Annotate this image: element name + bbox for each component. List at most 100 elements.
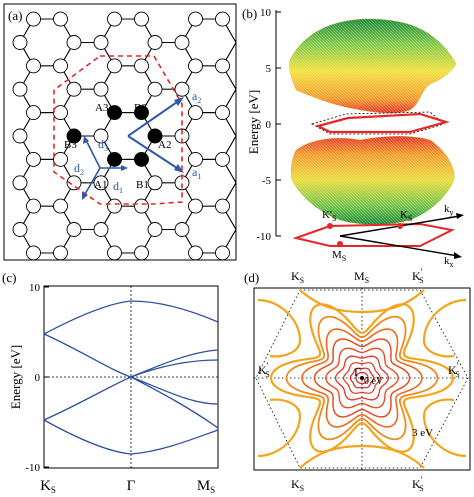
vector-a2-arrowhead	[174, 97, 184, 106]
atom-open	[215, 245, 230, 261]
kx-axis	[339, 235, 459, 257]
ks-label: KS	[400, 209, 412, 223]
energy-contour	[342, 362, 382, 394]
atom-open	[26, 58, 41, 74]
energy-contours	[257, 289, 467, 469]
atom-open	[188, 58, 203, 74]
bottom-label-ks-prime: K' S	[412, 475, 424, 493]
y-tick-label: 0	[35, 372, 41, 384]
zero-plane-dashed	[310, 111, 445, 135]
y-tick-label: -10	[256, 231, 271, 243]
atom-open	[134, 11, 149, 27]
atom-open	[188, 11, 203, 27]
left-label-ks-prime: K' S	[258, 361, 270, 379]
atom-open	[53, 58, 68, 74]
atom-open	[12, 222, 28, 237]
energy-contour-outer	[422, 398, 467, 458]
lattice-vectors	[82, 97, 184, 200]
atom-label-a3: A3	[95, 102, 109, 114]
energy-contour	[313, 338, 411, 418]
atom-open	[93, 81, 109, 97]
bz-base: K'S KS MS ky kx	[292, 203, 464, 269]
atom-open	[134, 245, 149, 261]
y-tick-label: 5	[266, 63, 272, 75]
atom-open	[53, 11, 68, 27]
gamma-point	[360, 376, 364, 380]
honeycomb-lattice	[12, 11, 237, 261]
x-tick-label: Γ	[127, 478, 136, 494]
ks-point	[397, 223, 403, 229]
atom-open	[147, 222, 163, 237]
y-tick-label: -5	[262, 175, 272, 187]
atom-open	[93, 35, 109, 50]
atom-open	[188, 245, 203, 261]
atom-open	[12, 128, 28, 144]
bottom-label-ks: KS	[291, 477, 304, 493]
atom-open	[107, 58, 122, 74]
vector-labels: a2 a1 d1 d2 d3	[74, 89, 201, 195]
atom-open	[26, 198, 41, 214]
atom-open	[12, 175, 28, 191]
vector-d3	[85, 139, 101, 169]
energy-contour-outer	[257, 398, 302, 458]
energy-contour	[355, 371, 369, 385]
panel-c-ylabel: Energy [eV]	[8, 345, 23, 409]
atom-open	[147, 81, 163, 97]
atom-open	[215, 105, 230, 121]
upper-band-mesh	[289, 18, 456, 114]
x-tick-label: MS	[197, 478, 215, 495]
atom-open	[215, 11, 230, 27]
atom-open	[26, 11, 41, 27]
panel-c-bands	[43, 300, 219, 455]
energy-contour-outer	[422, 298, 467, 358]
right-label-ks-prime: K' S	[448, 361, 460, 379]
atom-open	[53, 151, 68, 167]
energy-contour	[325, 347, 399, 409]
atom-open	[107, 11, 122, 27]
panel-b-ylabel: Energy [eV]	[246, 90, 261, 154]
atom-label-b1: B1	[136, 179, 149, 191]
atom-open	[174, 35, 190, 50]
atom-filled	[66, 128, 82, 144]
top-label-ms: MS	[354, 269, 369, 285]
y-tick-label: 0	[266, 119, 272, 131]
panel-d-label: (d)	[244, 270, 259, 285]
top-label-ks-prime: K' S	[412, 267, 424, 285]
ms-label: MS	[332, 249, 346, 263]
vector-d3-arrowhead	[83, 136, 89, 144]
lower-band-mesh	[291, 136, 455, 225]
atom-filled	[147, 128, 163, 144]
panel-b: (b) 10 5 0 -5 -10 Energy [eV]	[242, 6, 464, 269]
atom-open	[66, 222, 82, 237]
atom-open	[188, 105, 203, 121]
energy-contour	[349, 367, 375, 389]
atom-open	[26, 151, 41, 167]
ks-prime-label: K'S	[322, 209, 336, 223]
atom-open	[134, 58, 149, 74]
atom-open	[66, 35, 82, 50]
ms-point	[337, 241, 343, 247]
atom-open	[93, 175, 109, 191]
atom-open	[53, 105, 68, 121]
brillouin-zone-hexagon	[292, 222, 456, 247]
panel-d: (d) KS MS K' S K' S K' S KS K' S Γ 0 eV 3 eV	[244, 267, 471, 493]
atom-open	[215, 151, 230, 167]
atom-open	[107, 198, 122, 214]
atom-open	[147, 35, 163, 50]
x-tick-label: KS	[40, 478, 56, 495]
vector-a1	[127, 135, 181, 171]
band-bottom	[43, 419, 219, 455]
panel-d-point-labels: KS MS K' S K' S K' S KS K' S Γ 0 eV 3 eV	[258, 267, 460, 493]
atom-filled	[107, 105, 122, 121]
atom-open	[215, 198, 230, 214]
kx-arrowhead	[454, 252, 462, 259]
atom-open	[174, 81, 190, 97]
energy-contour	[301, 328, 423, 428]
atom-open	[12, 35, 28, 50]
atom-label-b3: B3	[64, 139, 77, 151]
panel-a: (a) A3 B2 B3 A2 A1 B1 a2 a1 d1 d2	[3, 3, 237, 261]
atom-open	[26, 245, 41, 261]
ky-arrowhead	[456, 213, 464, 219]
atom-label-b2: B2	[134, 102, 147, 114]
panel-a-frame	[3, 3, 237, 261]
